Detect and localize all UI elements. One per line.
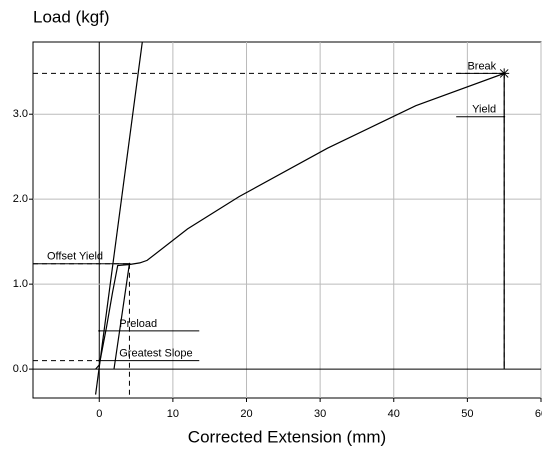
marker-label: Greatest Slope	[119, 348, 192, 360]
y-tick-label: 1.0	[13, 278, 28, 290]
x-tick-label: 20	[240, 408, 252, 420]
x-tick-label: 40	[388, 408, 400, 420]
plot-frame	[33, 42, 541, 398]
chart: Load (kgf) Corrected Extension (mm) 0 10 2…	[0, 0, 542, 453]
marker-label: Offset Yield	[47, 251, 103, 263]
marker-label: Yield	[472, 104, 496, 116]
marker-label: Preload	[119, 318, 157, 330]
x-tick-label: 10	[167, 408, 179, 420]
x-tick-label: 60	[535, 408, 542, 420]
y-axis-title: Load (kgf)	[33, 7, 110, 26]
x-tick-label: 50	[461, 408, 473, 420]
y-tick-label: 0.0	[13, 363, 28, 375]
marker-label: Break	[467, 60, 496, 72]
data-line	[96, 42, 143, 395]
x-tick-label: 30	[314, 408, 326, 420]
y-tick-label: 2.0	[13, 193, 28, 205]
y-tick-label: 3.0	[13, 108, 28, 120]
x-tick-label: 0	[96, 408, 102, 420]
x-axis-title: Corrected Extension (mm)	[188, 427, 386, 446]
